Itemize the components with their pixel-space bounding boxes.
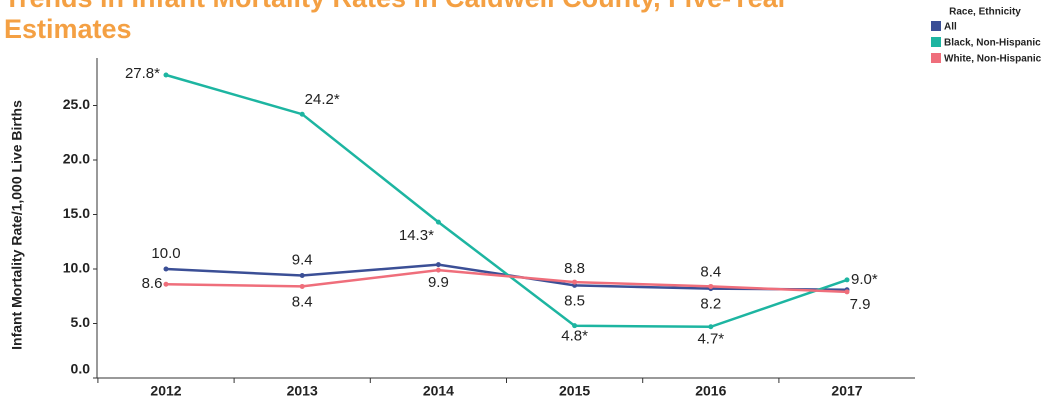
data-point bbox=[435, 219, 441, 225]
data-point bbox=[844, 289, 850, 295]
data-label: 8.4 bbox=[700, 263, 721, 280]
legend-label: Black, Non-Hispanic bbox=[944, 38, 1041, 49]
chart-title-line2: Estimates bbox=[4, 14, 132, 44]
data-label: 7.9 bbox=[850, 296, 871, 313]
data-label: 9.9 bbox=[428, 274, 449, 291]
data-point bbox=[844, 277, 850, 283]
data-point bbox=[708, 283, 714, 289]
data-label: 8.4 bbox=[292, 293, 313, 310]
data-point bbox=[435, 267, 441, 273]
data-label: 4.7* bbox=[697, 331, 724, 348]
data-label: 27.8* bbox=[125, 65, 160, 82]
legend-swatch bbox=[931, 37, 941, 47]
data-label: 14.3* bbox=[399, 227, 434, 244]
data-label: 24.2* bbox=[305, 91, 340, 108]
legend-label: All bbox=[944, 22, 957, 33]
data-point bbox=[435, 262, 441, 268]
data-label: 8.8 bbox=[564, 260, 585, 277]
y-tick-label: 5.0 bbox=[71, 314, 91, 330]
x-tick-label: 2016 bbox=[695, 383, 726, 399]
y-axis-label: Infant Mortality Rate/1,000 Live Births bbox=[9, 100, 25, 350]
legend-swatch bbox=[931, 53, 941, 63]
legend-label: White, Non-Hispanic bbox=[944, 54, 1042, 65]
y-tick-label: 25.0 bbox=[63, 96, 90, 112]
y-tick-label: 0.0 bbox=[71, 361, 91, 377]
data-point bbox=[299, 111, 305, 117]
data-label: 4.8* bbox=[561, 328, 588, 345]
series-line bbox=[165, 73, 848, 329]
data-label: 9.0* bbox=[851, 271, 878, 288]
y-tick-label: 15.0 bbox=[63, 205, 90, 221]
x-tick-label: 2013 bbox=[287, 383, 318, 399]
data-label: 10.0 bbox=[151, 245, 180, 262]
data-label: 9.4 bbox=[292, 252, 313, 269]
data-point bbox=[163, 266, 169, 272]
data-label: 8.2 bbox=[700, 296, 721, 313]
data-label: 8.5 bbox=[564, 292, 585, 309]
data-label: 8.6 bbox=[142, 275, 163, 292]
x-tick-label: 2017 bbox=[831, 383, 862, 399]
legend-title: Race, Ethnicity bbox=[949, 7, 1021, 18]
chart-title-line1: Trends in Infant Mortality Rates in Cald… bbox=[4, 0, 789, 13]
x-tick-label: 2015 bbox=[559, 383, 590, 399]
data-point bbox=[299, 273, 305, 279]
series-line bbox=[165, 268, 848, 294]
data-point bbox=[163, 281, 169, 287]
x-tick-label: 2014 bbox=[423, 383, 454, 399]
data-point bbox=[299, 283, 305, 289]
data-point bbox=[163, 72, 169, 78]
x-tick-label: 2012 bbox=[150, 383, 181, 399]
y-tick-label: 10.0 bbox=[63, 260, 90, 276]
data-point bbox=[708, 324, 714, 330]
y-tick-label: 20.0 bbox=[63, 151, 90, 167]
data-point bbox=[572, 279, 578, 285]
data-point bbox=[572, 323, 578, 329]
legend-swatch bbox=[931, 21, 941, 31]
